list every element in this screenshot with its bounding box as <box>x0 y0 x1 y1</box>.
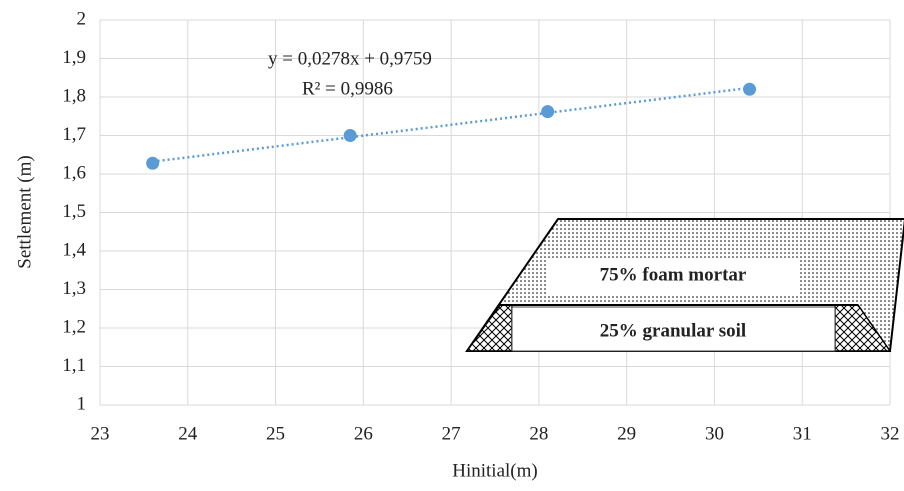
top-layer-label: 75% foam mortar <box>600 264 747 285</box>
x-axis-label: Hinitial(m) <box>452 460 537 481</box>
x-tick-label: 24 <box>178 423 198 444</box>
x-tick-label: 26 <box>354 423 373 444</box>
y-tick-label: 1,7 <box>62 124 86 145</box>
x-tick-label: 27 <box>442 423 461 444</box>
x-tick-label: 25 <box>266 423 285 444</box>
y-tick-label: 1,4 <box>62 239 86 260</box>
y-tick-label: 1 <box>77 393 87 414</box>
inset-diagram: 75% foam mortar 25% granular soil <box>465 218 904 352</box>
y-tick-label: 1,8 <box>62 85 86 106</box>
y-tick-label: 1,6 <box>62 162 86 183</box>
x-tick-label: 28 <box>529 423 548 444</box>
x-tick-label: 23 <box>91 423 110 444</box>
x-tick-label: 30 <box>705 423 724 444</box>
y-tick-label: 1,3 <box>62 278 86 299</box>
y-axis-label: Settlement (m) <box>14 155 35 268</box>
x-tick-label: 31 <box>793 423 812 444</box>
point <box>146 156 160 170</box>
bottom-layer-label: 25% granular soil <box>600 320 746 341</box>
soil-layer <box>511 306 836 352</box>
trendline-equation: y = 0,0278x + 0,9759 <box>268 48 432 69</box>
y-tick-label: 2 <box>77 8 87 29</box>
y-tick-label: 1,9 <box>62 47 86 68</box>
point <box>541 105 555 119</box>
y-tick-label: 1,1 <box>62 355 86 376</box>
y-tick-label: 1,2 <box>62 316 86 337</box>
trendline <box>152 86 750 163</box>
y-tick-label: 1,5 <box>62 201 86 222</box>
r-squared: R² = 0,9986 <box>302 78 393 99</box>
point <box>743 82 757 96</box>
x-tick-label: 29 <box>617 423 636 444</box>
label-box <box>548 258 798 294</box>
x-tick-label: 32 <box>881 423 900 444</box>
point <box>343 129 357 142</box>
